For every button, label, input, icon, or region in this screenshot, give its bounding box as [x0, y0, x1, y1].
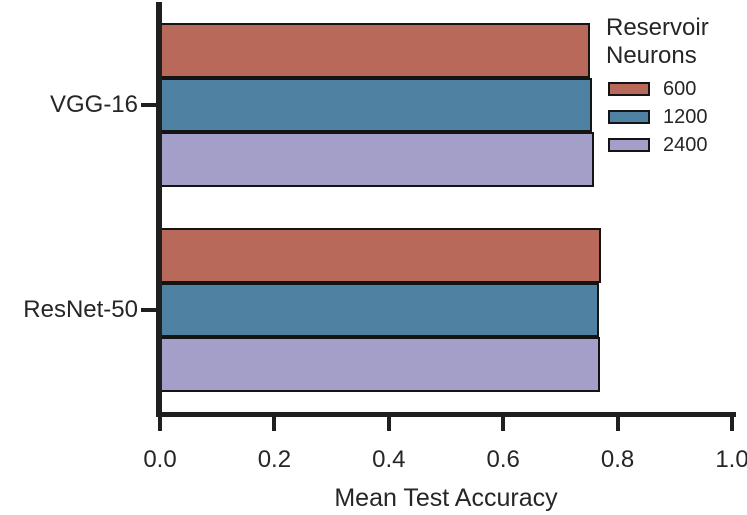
x-tick-label: 1.0: [715, 446, 747, 473]
legend-swatch-icon: [608, 138, 650, 152]
legend-item-label: 2400: [663, 133, 708, 156]
y-axis-spine: [156, 2, 162, 417]
bar-VGG-16-600: [160, 22, 590, 78]
legend-item-label: 600: [663, 77, 697, 100]
legend: Reservoir Neurons 600 1200 2400: [606, 14, 747, 159]
x-tick-label: 0.6: [486, 446, 520, 473]
legend-items: 600 1200 2400: [606, 75, 747, 159]
legend-title: Reservoir Neurons: [606, 14, 709, 69]
legend-item-2400: 2400: [606, 131, 747, 159]
bar-VGG-16-2400: [160, 132, 594, 187]
x-tick: [730, 417, 734, 431]
x-axis-label: Mean Test Accuracy: [334, 484, 558, 512]
x-tick: [501, 417, 506, 431]
x-tick-label: 0.4: [372, 446, 406, 473]
legend-item-label: 1200: [663, 105, 708, 128]
x-axis-spine: [156, 412, 736, 417]
legend-swatch-icon: [608, 110, 650, 124]
category-label-ResNet-50: ResNet-50: [23, 296, 138, 323]
x-tick: [158, 417, 162, 431]
legend-item-1200: 1200: [606, 103, 747, 131]
bar-VGG-16-1200: [160, 77, 592, 133]
y-tick: [141, 103, 156, 107]
x-tick: [615, 417, 620, 431]
bar-ResNet-50-600: [160, 227, 601, 283]
x-tick: [386, 417, 391, 431]
y-tick: [141, 308, 156, 312]
bar-ResNet-50-1200: [160, 282, 600, 338]
x-tick: [272, 417, 277, 431]
x-tick-label: 0.0: [143, 446, 177, 473]
legend-swatch-icon: [608, 82, 650, 96]
x-tick-label: 0.8: [600, 446, 635, 473]
legend-item-600: 600: [606, 75, 747, 103]
category-label-VGG-16: VGG-16: [49, 91, 138, 118]
x-tick-label: 0.2: [257, 446, 292, 473]
bar-ResNet-50-2400: [160, 337, 601, 392]
